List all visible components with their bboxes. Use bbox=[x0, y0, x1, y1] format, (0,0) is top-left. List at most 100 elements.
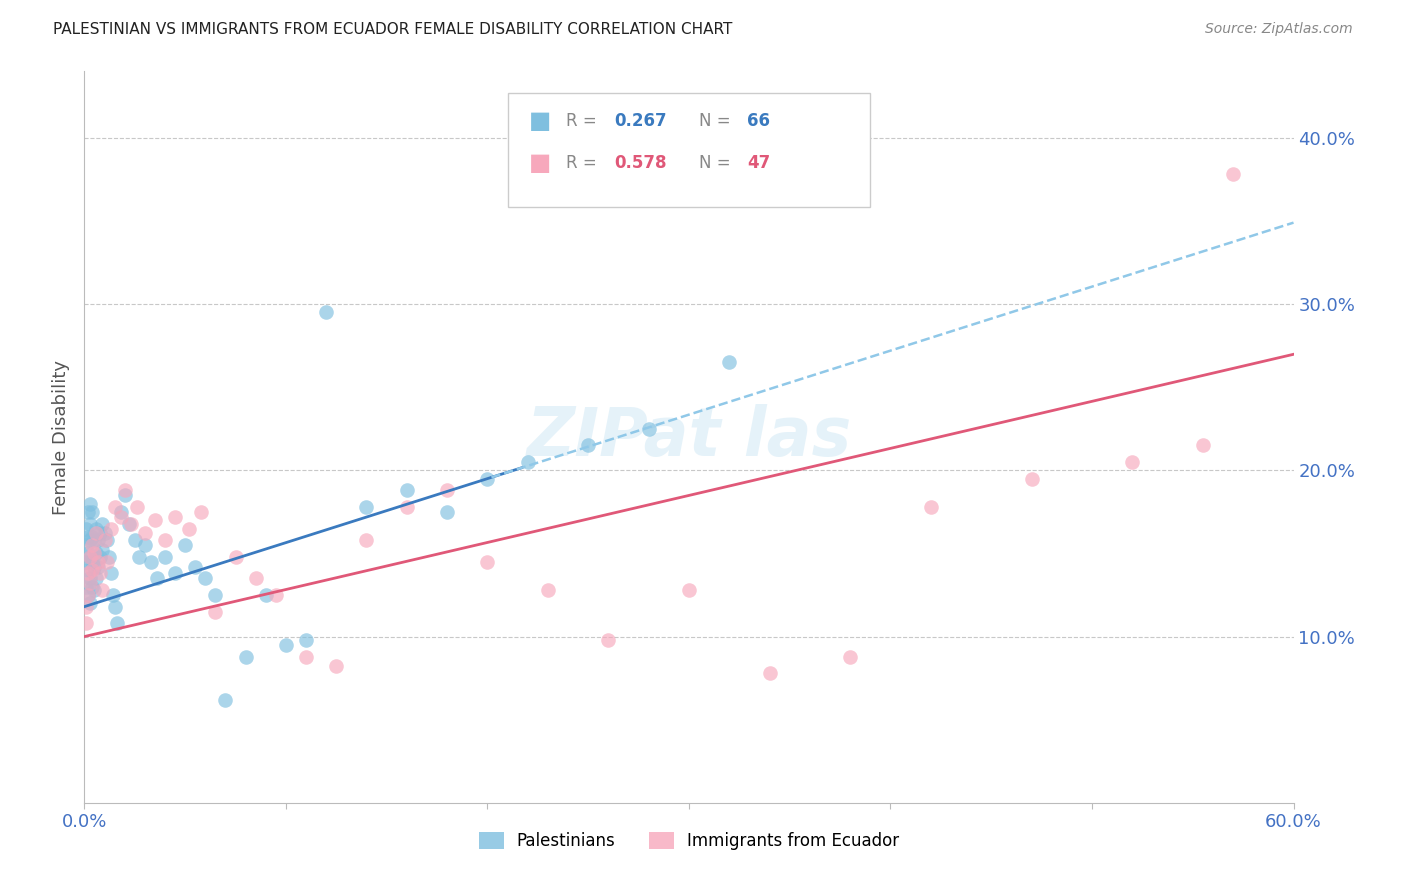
Point bbox=[1222, 168, 1244, 182]
Point bbox=[89, 566, 111, 581]
Point bbox=[82, 555, 104, 569]
Point bbox=[325, 659, 347, 673]
Point bbox=[235, 649, 257, 664]
Point bbox=[1121, 455, 1143, 469]
Point bbox=[77, 588, 100, 602]
Text: 47: 47 bbox=[747, 153, 770, 172]
Point bbox=[678, 582, 700, 597]
Point bbox=[86, 571, 108, 585]
Point bbox=[100, 521, 122, 535]
Point bbox=[75, 616, 97, 631]
Point bbox=[82, 505, 104, 519]
FancyBboxPatch shape bbox=[508, 94, 870, 207]
Text: Source: ZipAtlas.com: Source: ZipAtlas.com bbox=[1205, 22, 1353, 37]
Point bbox=[598, 632, 620, 647]
Point bbox=[79, 516, 101, 531]
Point bbox=[96, 533, 118, 548]
Point bbox=[83, 546, 105, 560]
Point bbox=[75, 521, 97, 535]
Point bbox=[91, 516, 114, 531]
Point bbox=[120, 516, 142, 531]
Y-axis label: Female Disability: Female Disability bbox=[52, 359, 70, 515]
Point bbox=[125, 500, 148, 514]
Point bbox=[114, 483, 136, 498]
Text: PALESTINIAN VS IMMIGRANTS FROM ECUADOR FEMALE DISABILITY CORRELATION CHART: PALESTINIAN VS IMMIGRANTS FROM ECUADOR F… bbox=[53, 22, 733, 37]
Text: N =: N = bbox=[699, 112, 735, 130]
Point bbox=[214, 692, 236, 706]
Point bbox=[77, 566, 100, 581]
Text: R =: R = bbox=[565, 112, 602, 130]
Point bbox=[91, 543, 114, 558]
Point bbox=[295, 632, 318, 647]
Point bbox=[86, 526, 108, 541]
Point bbox=[436, 505, 458, 519]
Point bbox=[477, 472, 499, 486]
Point bbox=[245, 571, 267, 585]
Point bbox=[83, 582, 105, 597]
Point bbox=[97, 549, 120, 564]
Point bbox=[254, 588, 277, 602]
Point bbox=[295, 649, 318, 664]
Point bbox=[93, 533, 115, 548]
Text: ■: ■ bbox=[529, 109, 551, 133]
Point bbox=[118, 516, 141, 531]
Point bbox=[1021, 472, 1043, 486]
Legend: Palestinians, Immigrants from Ecuador: Palestinians, Immigrants from Ecuador bbox=[472, 825, 905, 856]
Text: 0.267: 0.267 bbox=[614, 112, 666, 130]
Point bbox=[79, 549, 101, 564]
Point bbox=[105, 616, 128, 631]
Point bbox=[79, 576, 101, 591]
Point bbox=[576, 438, 599, 452]
Point bbox=[86, 546, 108, 560]
Text: ■: ■ bbox=[529, 151, 551, 175]
Point bbox=[79, 571, 101, 585]
Point bbox=[225, 549, 247, 564]
Point bbox=[356, 500, 378, 514]
Point bbox=[79, 549, 101, 564]
Point bbox=[204, 605, 226, 619]
Point bbox=[75, 538, 97, 552]
Point bbox=[79, 533, 101, 548]
Point bbox=[89, 549, 111, 564]
Point bbox=[146, 571, 169, 585]
Point bbox=[153, 533, 176, 548]
Point bbox=[104, 599, 127, 614]
Point bbox=[124, 533, 146, 548]
Point bbox=[139, 555, 162, 569]
Point bbox=[82, 563, 104, 577]
Point bbox=[82, 580, 104, 594]
Text: 66: 66 bbox=[747, 112, 770, 130]
Point bbox=[134, 526, 156, 541]
Point bbox=[190, 505, 212, 519]
Point bbox=[165, 566, 187, 581]
Point bbox=[91, 582, 114, 597]
Point bbox=[395, 500, 418, 514]
Point bbox=[537, 582, 560, 597]
Point bbox=[77, 505, 100, 519]
Point bbox=[93, 526, 115, 541]
Point bbox=[77, 563, 100, 577]
Point bbox=[83, 559, 105, 574]
Point bbox=[179, 521, 201, 535]
Point bbox=[110, 509, 132, 524]
Point bbox=[356, 533, 378, 548]
Point bbox=[128, 549, 150, 564]
Point bbox=[87, 533, 110, 548]
Point bbox=[110, 505, 132, 519]
Point bbox=[79, 497, 101, 511]
Point bbox=[194, 571, 217, 585]
Point bbox=[516, 455, 538, 469]
Point bbox=[77, 530, 100, 544]
Point bbox=[395, 483, 418, 498]
Point bbox=[758, 666, 780, 681]
Point bbox=[264, 588, 287, 602]
Point bbox=[920, 500, 942, 514]
Text: R =: R = bbox=[565, 153, 602, 172]
Point bbox=[89, 526, 111, 541]
Point bbox=[134, 538, 156, 552]
Point bbox=[101, 588, 124, 602]
Point bbox=[477, 555, 499, 569]
Point bbox=[315, 305, 337, 319]
Point bbox=[184, 559, 207, 574]
Point bbox=[1192, 438, 1215, 452]
